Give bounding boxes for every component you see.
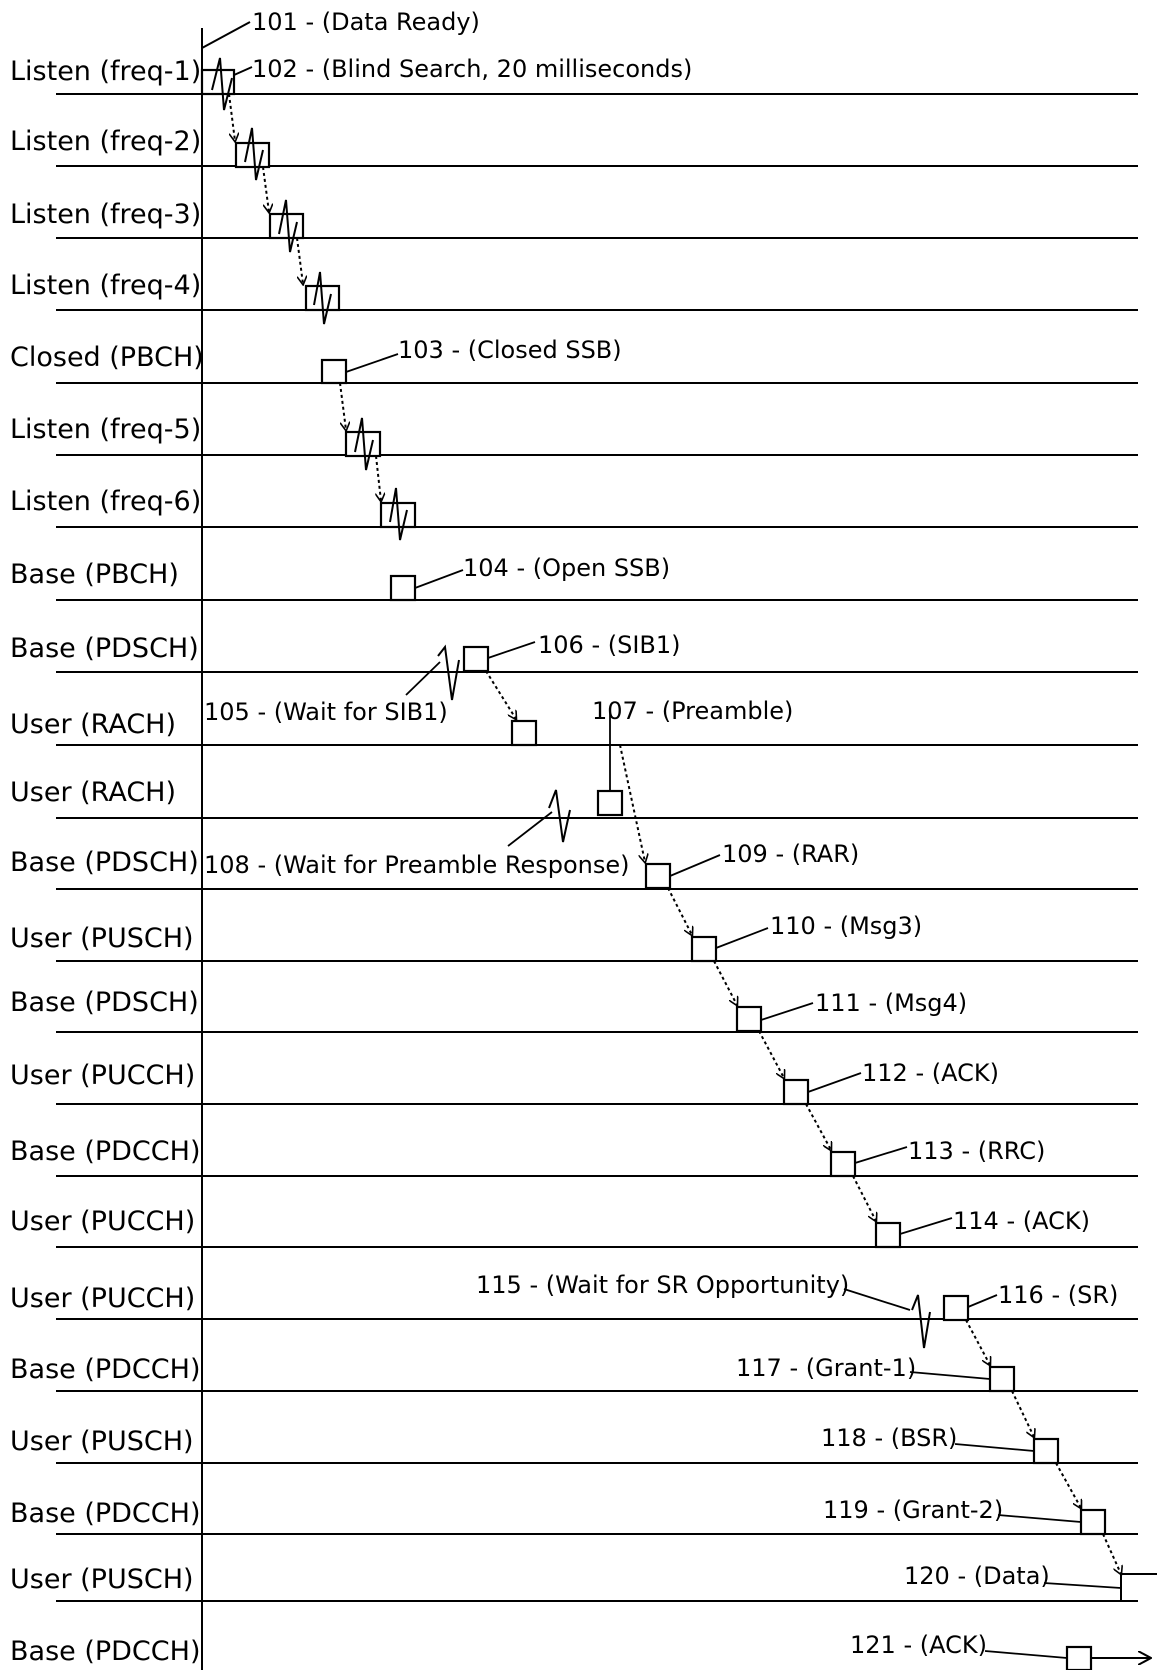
lane-label: Listen (freq-4)	[10, 270, 201, 301]
wait-glyphs	[211, 57, 931, 1349]
annotation-120: 120 - (Data)	[904, 1562, 1050, 1590]
annotation-117: 117 - (Grant-1)	[736, 1354, 916, 1382]
lane-label: User (RACH)	[10, 777, 176, 808]
annotation-107: 107 - (Preamble)	[592, 697, 793, 725]
data-ready-tick	[201, 21, 251, 49]
annotation-111: 111 - (Msg4)	[815, 989, 967, 1017]
lane-label: User (RACH)	[10, 709, 176, 740]
event-box-107	[596, 789, 624, 817]
leader-lines	[233, 66, 1122, 1659]
flow-arrows	[228, 93, 1121, 1574]
event-box-119	[1079, 1508, 1107, 1536]
annotation-105: 105 - (Wait for SIB1)	[204, 698, 448, 726]
lane-label: Closed (PBCH)	[10, 342, 204, 373]
annotations: 101 - (Data Ready) 102 - (Blind Search, …	[204, 8, 1118, 1659]
event-box-114	[874, 1221, 902, 1249]
event-box-109	[644, 862, 672, 890]
event-box-103	[320, 358, 348, 385]
event-box-116	[942, 1294, 970, 1322]
lane-labels: Listen (freq-1) Listen (freq-2) Listen (…	[10, 56, 204, 1667]
event-box-118	[1032, 1437, 1060, 1465]
event-box-113	[829, 1150, 857, 1178]
lane-label: Listen (freq-5)	[10, 414, 201, 445]
annotation-114: 114 - (ACK)	[953, 1207, 1090, 1235]
lane-label: User (PUCCH)	[10, 1283, 195, 1314]
lane-label: Listen (freq-2)	[10, 126, 201, 157]
event-box-102-f1	[200, 68, 236, 96]
lane-label: Base (PDSCH)	[10, 847, 199, 878]
annotation-119: 119 - (Grant-2)	[823, 1496, 1003, 1524]
annotation-104: 104 - (Open SSB)	[463, 554, 670, 582]
event-box-112	[782, 1078, 810, 1106]
annotation-118: 118 - (BSR)	[821, 1424, 957, 1452]
annotation-103: 103 - (Closed SSB)	[398, 336, 622, 364]
lane-label: Listen (freq-6)	[10, 486, 201, 517]
annotation-109: 109 - (RAR)	[722, 840, 859, 868]
event-box-121	[1065, 1645, 1093, 1670]
event-box-111	[735, 1005, 763, 1033]
lane-label: User (PUSCH)	[10, 923, 194, 954]
lane-label: Base (PDCCH)	[10, 1498, 200, 1529]
annotation-110: 110 - (Msg3)	[770, 912, 922, 940]
lane-label: User (PUCCH)	[10, 1206, 195, 1237]
lane-label: Listen (freq-3)	[10, 199, 201, 230]
lane-label: User (PUCCH)	[10, 1060, 195, 1091]
annotation-112: 112 - (ACK)	[862, 1059, 999, 1087]
lane-label: User (PUSCH)	[10, 1426, 194, 1457]
event-box-107-rach1	[510, 719, 538, 747]
event-box-106	[462, 645, 490, 673]
annotation-102: 102 - (Blind Search, 20 milliseconds)	[252, 55, 692, 83]
event-box-104	[389, 574, 417, 602]
annotation-113: 113 - (RRC)	[908, 1137, 1045, 1165]
lane-label: Base (PDCCH)	[10, 1636, 200, 1667]
annotation-106: 106 - (SIB1)	[538, 631, 681, 659]
lane-lines	[56, 93, 1138, 1602]
annotation-116: 116 - (SR)	[998, 1281, 1118, 1309]
annotation-101: 101 - (Data Ready)	[252, 8, 480, 36]
lane-label: Listen (freq-1)	[10, 56, 201, 87]
lane-label: Base (PDSCH)	[10, 633, 199, 664]
lane-label: Base (PDSCH)	[10, 987, 199, 1018]
annotation-115: 115 - (Wait for SR Opportunity)	[476, 1271, 849, 1299]
lane-label: Base (PBCH)	[10, 559, 179, 590]
annotation-108: 108 - (Wait for Preamble Response)	[204, 851, 630, 879]
lane-label: Base (PDCCH)	[10, 1136, 200, 1167]
event-box-117	[988, 1365, 1016, 1393]
annotation-121: 121 - (ACK)	[850, 1631, 987, 1659]
lane-label: Base (PDCCH)	[10, 1354, 200, 1385]
event-box-110	[690, 935, 718, 963]
lane-label: User (PUSCH)	[10, 1564, 194, 1595]
